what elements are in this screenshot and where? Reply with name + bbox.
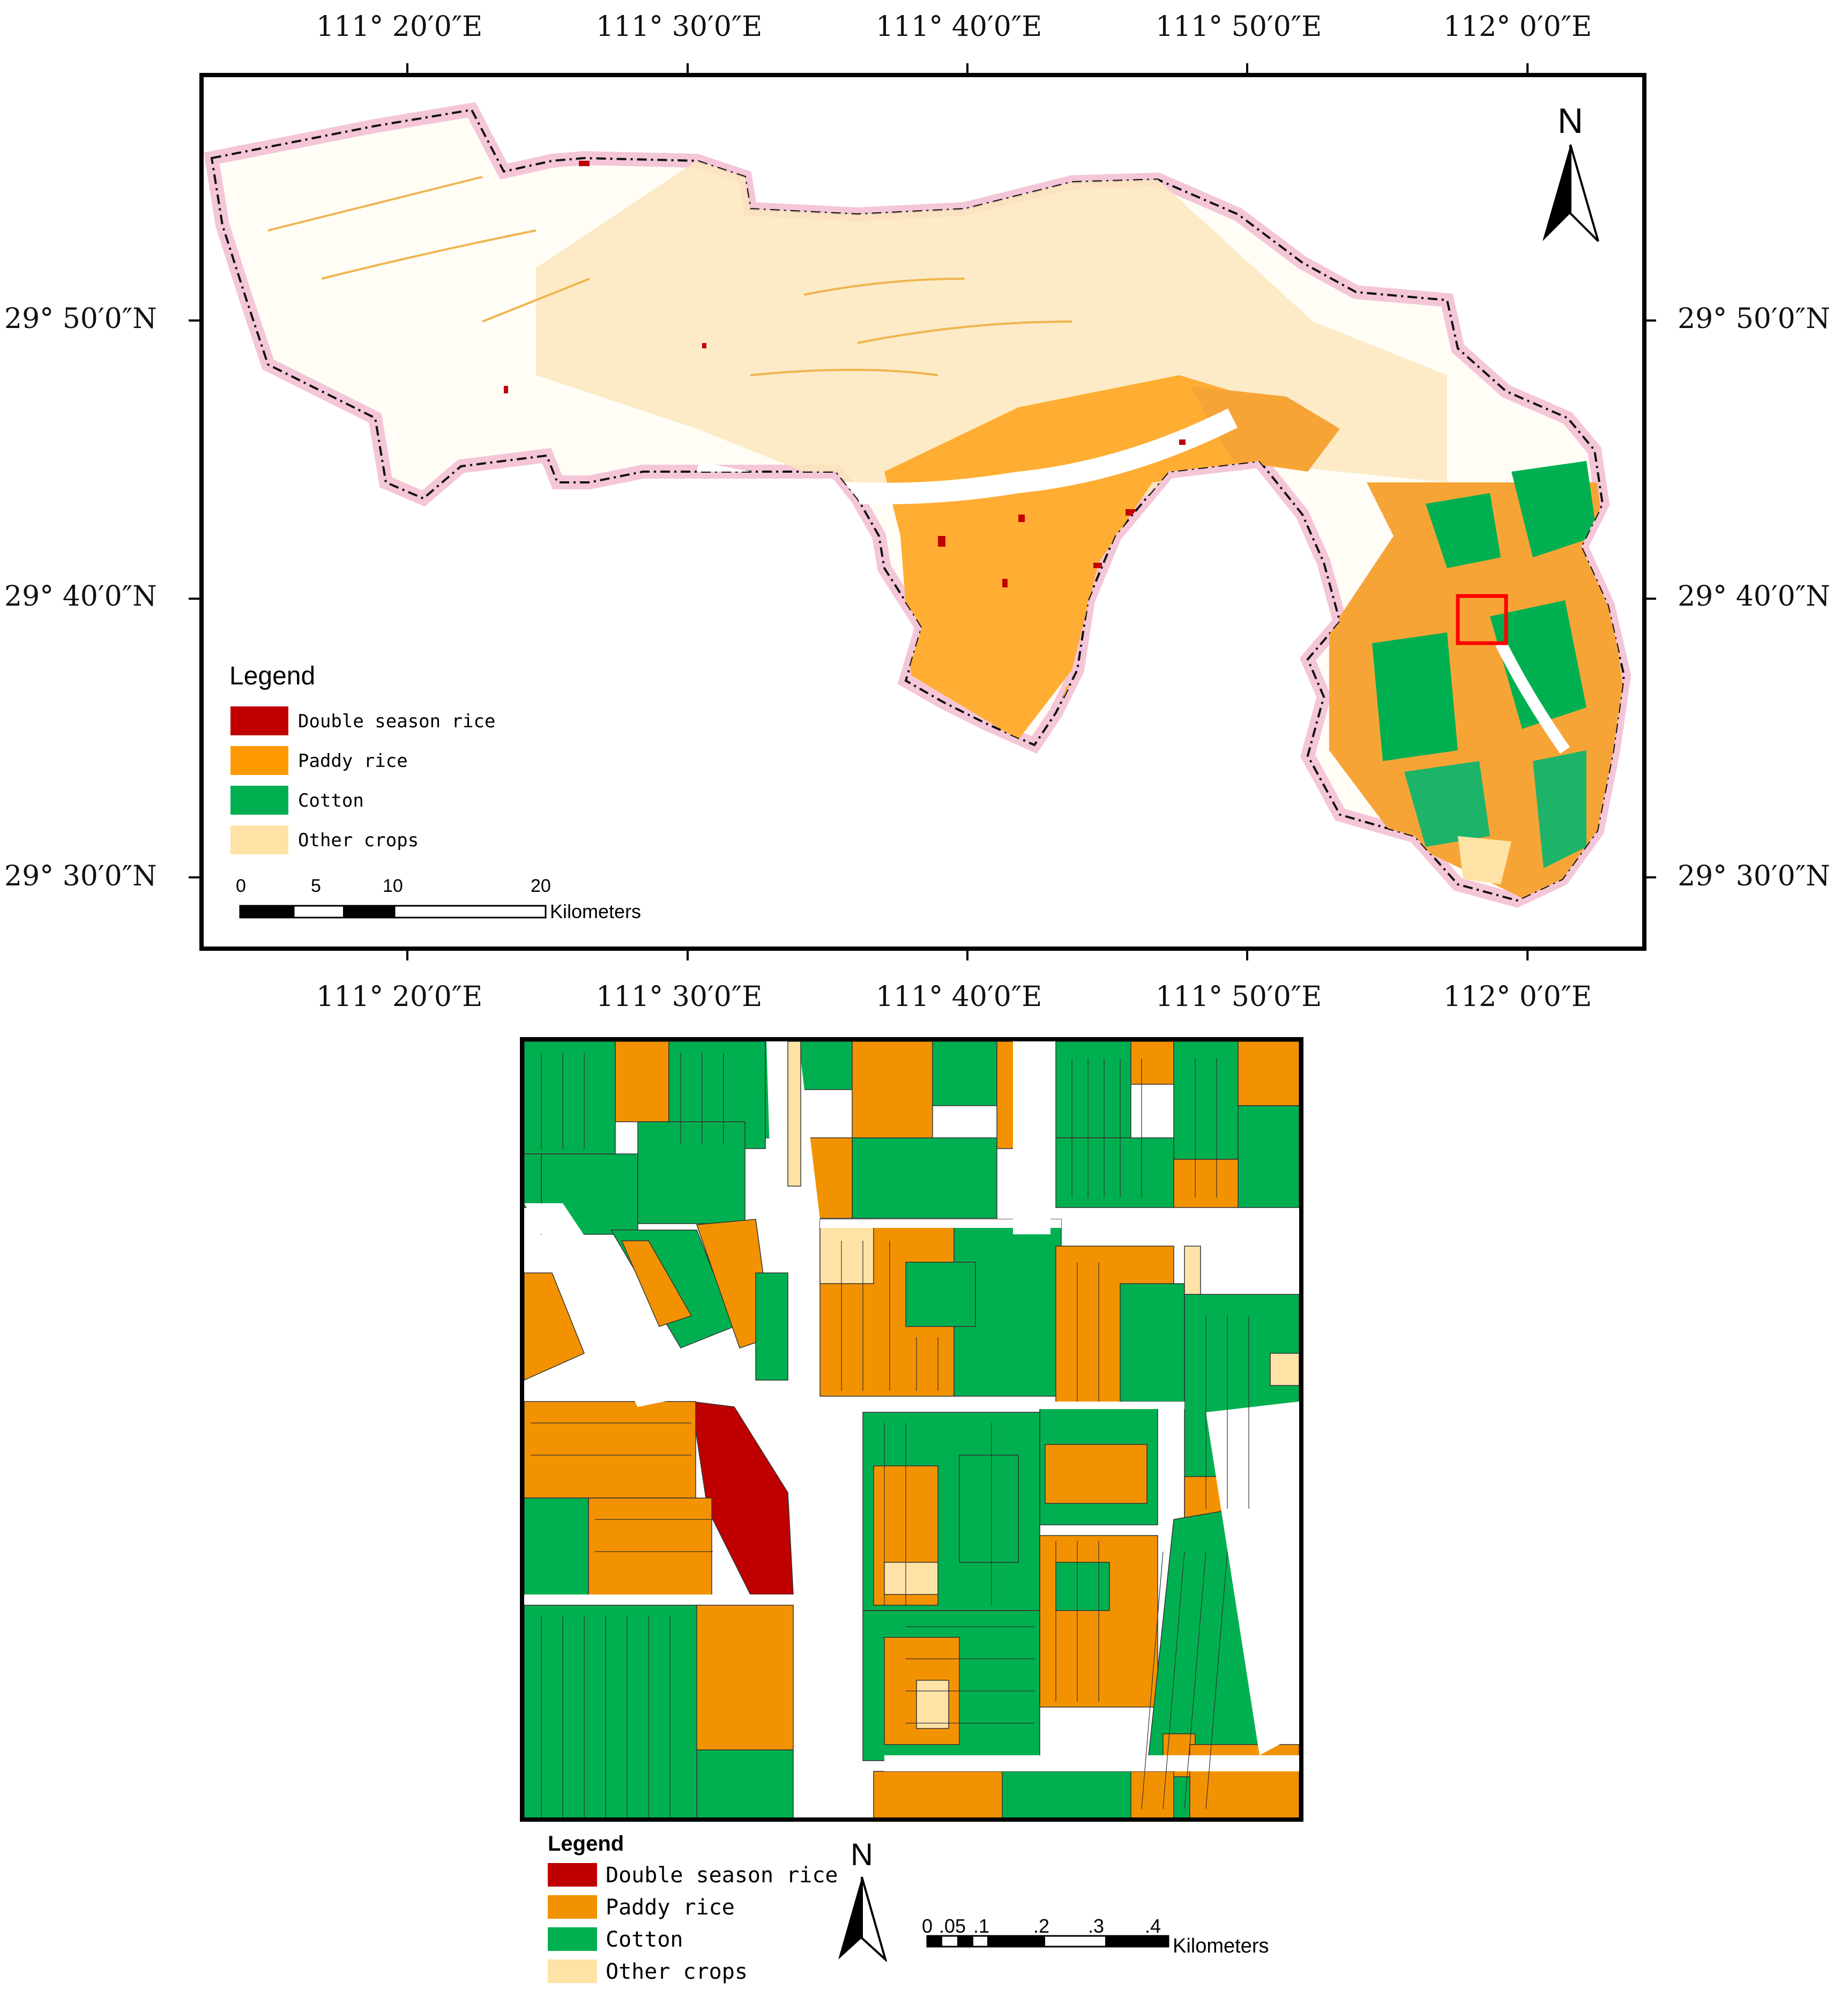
right-lat-label: 29° 30′0″N: [1678, 860, 1830, 892]
overview-scale-bar: [239, 905, 547, 919]
scale-unit-label: Kilometers: [550, 900, 642, 922]
north-arrow-icon: [1543, 144, 1599, 242]
scale-tick-label: .05: [939, 1915, 966, 1937]
bottom-lon-label: 111° 40′0″E: [876, 981, 1042, 1013]
scale-unit-label: Kilometers: [1173, 1935, 1269, 1957]
legend-swatch-other-crops: [230, 825, 288, 854]
legend-swatch-paddy-rice: [230, 746, 288, 775]
legend-label: Cotton: [606, 1927, 683, 1952]
legend-label: Double season rice: [606, 1863, 838, 1888]
legend-label: Paddy rice: [606, 1895, 735, 1920]
legend-label: Other crops: [298, 830, 419, 851]
north-label: N: [851, 1837, 873, 1872]
bottom-lon-label: 112° 0′0″E: [1443, 981, 1592, 1013]
detail-scale-bar: [926, 1935, 1169, 1948]
legend-title: Legend: [229, 662, 316, 690]
legend-label: Cotton: [298, 790, 364, 811]
right-lat-label: 29° 50′0″N: [1678, 303, 1830, 335]
overview-map-canvas: N: [189, 63, 1656, 960]
study-area-dashed-outline: [210, 108, 1626, 902]
detail-map-canvas: [520, 1037, 1303, 1822]
scale-tick-label: .4: [1145, 1915, 1161, 1937]
left-lat-label: 29° 40′0″N: [4, 580, 157, 613]
left-lat-label: 29° 30′0″N: [4, 860, 157, 892]
detail-map-frame: [520, 1037, 1303, 1822]
legend-swatch-cotton: [230, 786, 288, 815]
legend-label: Other crops: [606, 1959, 748, 1984]
right-lat-label: 29° 40′0″N: [1678, 580, 1830, 613]
scale-tick-label: 0: [922, 1915, 934, 1937]
bottom-lon-label: 111° 30′0″E: [596, 981, 763, 1013]
top-lon-label: 111° 30′0″E: [596, 11, 763, 43]
legend-label: Paddy rice: [298, 750, 408, 772]
top-lon-label: 111° 50′0″E: [1156, 11, 1322, 43]
bottom-lon-label: 111° 20′0″E: [316, 981, 483, 1013]
legend-title: Legend: [548, 1832, 624, 1856]
scale-tick-label: .2: [1033, 1915, 1050, 1937]
legend-swatch-double-season-rice: [230, 706, 288, 735]
overview-map-frame: [199, 73, 1646, 951]
legend-label: Double season rice: [298, 711, 496, 732]
north-arrow-icon: [838, 1876, 888, 1962]
top-lon-label: 111° 20′0″E: [316, 11, 483, 43]
top-lon-label: 112° 0′0″E: [1443, 11, 1592, 43]
scale-tick-label: 10: [383, 876, 403, 896]
scale-tick-label: 5: [311, 876, 321, 896]
scale-tick-label: 20: [531, 876, 551, 896]
top-lon-label: 111° 40′0″E: [876, 11, 1042, 43]
legend-swatch-cotton: [548, 1927, 597, 1951]
north-label: N: [1558, 101, 1583, 140]
legend-swatch-other-crops: [548, 1959, 597, 1983]
scale-tick-label: 0: [236, 876, 246, 896]
detail-north-and-scale: N: [838, 1837, 1169, 1962]
legend-swatch-paddy-rice: [548, 1895, 597, 1919]
left-lat-label: 29° 50′0″N: [4, 303, 157, 335]
scale-tick-label: .1: [973, 1915, 990, 1937]
bottom-lon-label: 111° 50′0″E: [1156, 981, 1322, 1013]
legend-swatch-double-season-rice: [548, 1863, 597, 1887]
field-parcels: [520, 1041, 1300, 1822]
scale-tick-label: .3: [1088, 1915, 1105, 1937]
study-detail-highlight-box: [1456, 594, 1508, 645]
